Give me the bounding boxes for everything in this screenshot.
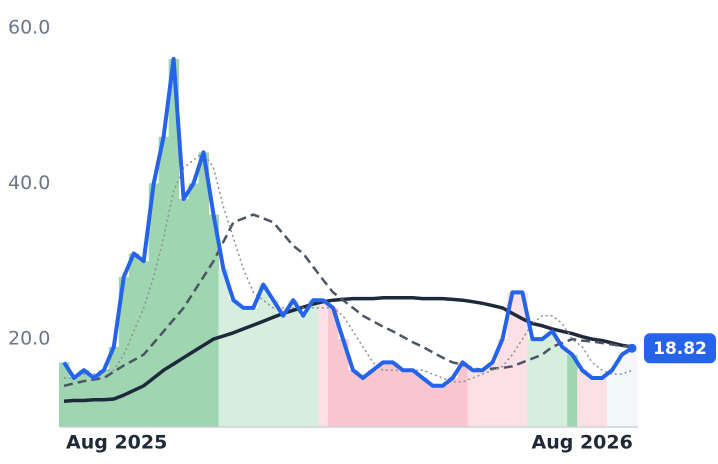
- area-column: [467, 370, 479, 427]
- area-column: [108, 346, 120, 427]
- average-line: [63, 213, 633, 388]
- area-column: [258, 284, 269, 427]
- area-column: [208, 214, 219, 427]
- area-column: [78, 370, 90, 427]
- area-column: [218, 269, 229, 427]
- area-column: [477, 370, 489, 427]
- area-column: [357, 377, 369, 427]
- area-column: [567, 354, 578, 427]
- area-column: [577, 370, 588, 427]
- area-column: [537, 339, 548, 427]
- area-column: [348, 370, 359, 427]
- y-tick-label: 60.0: [8, 16, 50, 38]
- y-tick-label: 20.0: [8, 328, 50, 350]
- area-column: [517, 292, 528, 427]
- area-column: [278, 315, 289, 427]
- area-column: [238, 307, 249, 427]
- area-column: [59, 362, 70, 427]
- area-column: [607, 370, 618, 427]
- area-column: [527, 339, 538, 427]
- x-tick-label: Aug 2025: [66, 432, 167, 454]
- area-column: [377, 362, 389, 427]
- area-column: [168, 58, 180, 428]
- area-column: [617, 354, 628, 427]
- area-column: [407, 370, 419, 427]
- y-tick-label: 40.0: [8, 172, 50, 194]
- area-column: [248, 307, 259, 427]
- area-column: [587, 377, 598, 427]
- area-column: [128, 253, 140, 427]
- area-column: [447, 377, 459, 427]
- average-line: [63, 296, 633, 404]
- area-column: [507, 292, 518, 427]
- area-column: [228, 300, 239, 427]
- area-column: [338, 339, 349, 427]
- area-column: [427, 385, 439, 427]
- area-column: [487, 362, 498, 427]
- last-point: [627, 343, 637, 353]
- area-column: [68, 377, 80, 427]
- area-column: [417, 377, 429, 427]
- average-line: [64, 151, 633, 383]
- area-column: [188, 183, 200, 427]
- area-column: [547, 331, 558, 427]
- area-column: [497, 339, 508, 427]
- area-column: [298, 315, 309, 427]
- area-column: [328, 307, 339, 427]
- value-label: 18.82: [653, 339, 707, 359]
- price-line: [62, 56, 634, 388]
- area-column: [627, 348, 638, 427]
- area-column: [138, 261, 150, 427]
- area-column: [158, 136, 170, 427]
- area-column: [597, 377, 608, 427]
- area-column: [457, 362, 469, 427]
- area-column: [367, 370, 379, 427]
- area-column: [557, 346, 568, 427]
- area-column: [288, 300, 299, 427]
- area-column: [148, 183, 160, 427]
- area-column: [118, 276, 130, 427]
- value-badge: [644, 333, 716, 364]
- area-column: [268, 300, 279, 427]
- area-column: [198, 152, 209, 428]
- area-column: [397, 370, 409, 427]
- area-column: [437, 385, 449, 427]
- x-tick-label: Aug 2026: [532, 432, 633, 454]
- area-column: [387, 362, 399, 427]
- area-column: [88, 377, 100, 427]
- area-column: [308, 300, 319, 427]
- area-column: [178, 198, 190, 427]
- area-column: [318, 300, 329, 427]
